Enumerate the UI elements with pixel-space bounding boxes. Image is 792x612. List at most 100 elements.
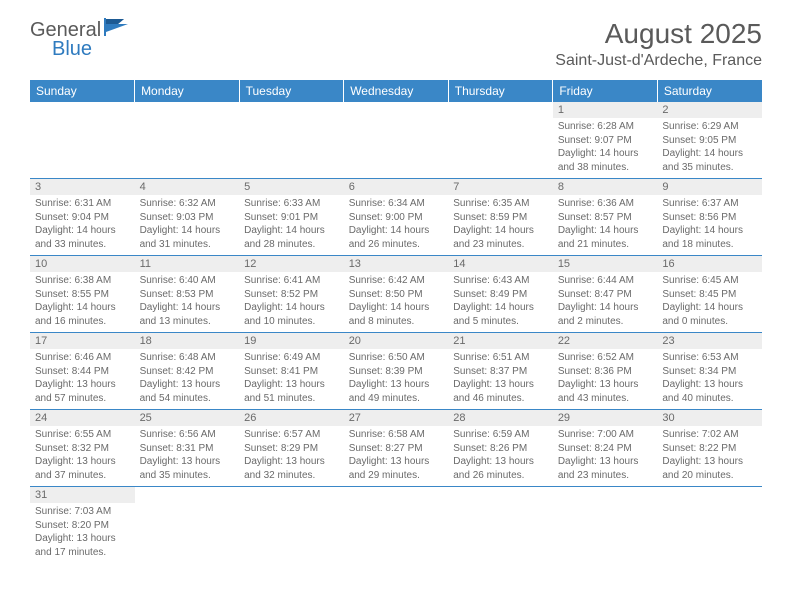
- logo: General Blue: [30, 18, 130, 61]
- flag-icon: [104, 18, 130, 36]
- calendar-cell: [448, 102, 553, 179]
- weekday-header: Friday: [553, 80, 658, 102]
- calendar-cell: [553, 487, 658, 564]
- calendar-cell: 13Sunrise: 6:42 AMSunset: 8:50 PMDayligh…: [344, 256, 449, 333]
- day-details: Sunrise: 6:29 AMSunset: 9:05 PMDaylight:…: [657, 118, 762, 178]
- day-details: Sunrise: 6:38 AMSunset: 8:55 PMDaylight:…: [30, 272, 135, 332]
- month-title: August 2025: [555, 18, 762, 50]
- calendar-cell: 23Sunrise: 6:53 AMSunset: 8:34 PMDayligh…: [657, 333, 762, 410]
- calendar-cell: 4Sunrise: 6:32 AMSunset: 9:03 PMDaylight…: [135, 179, 240, 256]
- calendar-cell: 28Sunrise: 6:59 AMSunset: 8:26 PMDayligh…: [448, 410, 553, 487]
- day-details: Sunrise: 6:35 AMSunset: 8:59 PMDaylight:…: [448, 195, 553, 255]
- day-number: 7: [448, 179, 553, 195]
- day-details: Sunrise: 6:44 AMSunset: 8:47 PMDaylight:…: [553, 272, 658, 332]
- calendar-cell: 10Sunrise: 6:38 AMSunset: 8:55 PMDayligh…: [30, 256, 135, 333]
- calendar-cell: 1Sunrise: 6:28 AMSunset: 9:07 PMDaylight…: [553, 102, 658, 179]
- day-number: 4: [135, 179, 240, 195]
- calendar-cell: 2Sunrise: 6:29 AMSunset: 9:05 PMDaylight…: [657, 102, 762, 179]
- weekday-header: Sunday: [30, 80, 135, 102]
- calendar-row: 17Sunrise: 6:46 AMSunset: 8:44 PMDayligh…: [30, 333, 762, 410]
- day-number: 15: [553, 256, 658, 272]
- day-number: 28: [448, 410, 553, 426]
- day-number: 13: [344, 256, 449, 272]
- day-number: 10: [30, 256, 135, 272]
- weekday-header: Wednesday: [344, 80, 449, 102]
- title-block: August 2025 Saint-Just-d'Ardeche, France: [555, 18, 762, 70]
- day-number: 18: [135, 333, 240, 349]
- day-number: 6: [344, 179, 449, 195]
- day-details: Sunrise: 6:53 AMSunset: 8:34 PMDaylight:…: [657, 349, 762, 409]
- calendar-cell: [448, 487, 553, 564]
- day-details: Sunrise: 6:46 AMSunset: 8:44 PMDaylight:…: [30, 349, 135, 409]
- calendar-header-row: SundayMondayTuesdayWednesdayThursdayFrid…: [30, 80, 762, 102]
- day-details: Sunrise: 6:40 AMSunset: 8:53 PMDaylight:…: [135, 272, 240, 332]
- day-number: 25: [135, 410, 240, 426]
- location-text: Saint-Just-d'Ardeche, France: [555, 52, 762, 70]
- calendar-cell: [30, 102, 135, 179]
- calendar-cell: 3Sunrise: 6:31 AMSunset: 9:04 PMDaylight…: [30, 179, 135, 256]
- calendar-cell: 20Sunrise: 6:50 AMSunset: 8:39 PMDayligh…: [344, 333, 449, 410]
- day-details: Sunrise: 6:55 AMSunset: 8:32 PMDaylight:…: [30, 426, 135, 486]
- day-details: Sunrise: 6:50 AMSunset: 8:39 PMDaylight:…: [344, 349, 449, 409]
- day-details: Sunrise: 6:31 AMSunset: 9:04 PMDaylight:…: [30, 195, 135, 255]
- calendar-row: 1Sunrise: 6:28 AMSunset: 9:07 PMDaylight…: [30, 102, 762, 179]
- day-details: Sunrise: 6:58 AMSunset: 8:27 PMDaylight:…: [344, 426, 449, 486]
- day-number: 23: [657, 333, 762, 349]
- day-number: 19: [239, 333, 344, 349]
- day-number: 27: [344, 410, 449, 426]
- calendar-cell: 24Sunrise: 6:55 AMSunset: 8:32 PMDayligh…: [30, 410, 135, 487]
- calendar-cell: 29Sunrise: 7:00 AMSunset: 8:24 PMDayligh…: [553, 410, 658, 487]
- calendar-cell: 26Sunrise: 6:57 AMSunset: 8:29 PMDayligh…: [239, 410, 344, 487]
- calendar-cell: 12Sunrise: 6:41 AMSunset: 8:52 PMDayligh…: [239, 256, 344, 333]
- calendar-cell: 14Sunrise: 6:43 AMSunset: 8:49 PMDayligh…: [448, 256, 553, 333]
- day-number: 5: [239, 179, 344, 195]
- day-details: Sunrise: 6:45 AMSunset: 8:45 PMDaylight:…: [657, 272, 762, 332]
- calendar-cell: 30Sunrise: 7:02 AMSunset: 8:22 PMDayligh…: [657, 410, 762, 487]
- day-details: Sunrise: 6:33 AMSunset: 9:01 PMDaylight:…: [239, 195, 344, 255]
- calendar-row: 3Sunrise: 6:31 AMSunset: 9:04 PMDaylight…: [30, 179, 762, 256]
- day-details: Sunrise: 6:37 AMSunset: 8:56 PMDaylight:…: [657, 195, 762, 255]
- calendar-cell: 5Sunrise: 6:33 AMSunset: 9:01 PMDaylight…: [239, 179, 344, 256]
- calendar-cell: 18Sunrise: 6:48 AMSunset: 8:42 PMDayligh…: [135, 333, 240, 410]
- calendar-cell: 7Sunrise: 6:35 AMSunset: 8:59 PMDaylight…: [448, 179, 553, 256]
- day-number: 3: [30, 179, 135, 195]
- day-number: 21: [448, 333, 553, 349]
- day-number: 24: [30, 410, 135, 426]
- day-details: Sunrise: 6:56 AMSunset: 8:31 PMDaylight:…: [135, 426, 240, 486]
- day-details: Sunrise: 6:42 AMSunset: 8:50 PMDaylight:…: [344, 272, 449, 332]
- day-number: 17: [30, 333, 135, 349]
- day-details: Sunrise: 6:41 AMSunset: 8:52 PMDaylight:…: [239, 272, 344, 332]
- day-details: Sunrise: 6:34 AMSunset: 9:00 PMDaylight:…: [344, 195, 449, 255]
- day-details: Sunrise: 6:49 AMSunset: 8:41 PMDaylight:…: [239, 349, 344, 409]
- day-details: Sunrise: 6:28 AMSunset: 9:07 PMDaylight:…: [553, 118, 658, 178]
- day-details: Sunrise: 6:36 AMSunset: 8:57 PMDaylight:…: [553, 195, 658, 255]
- day-number: 9: [657, 179, 762, 195]
- calendar-cell: 25Sunrise: 6:56 AMSunset: 8:31 PMDayligh…: [135, 410, 240, 487]
- day-details: Sunrise: 6:59 AMSunset: 8:26 PMDaylight:…: [448, 426, 553, 486]
- weekday-header: Monday: [135, 80, 240, 102]
- calendar-row: 31Sunrise: 7:03 AMSunset: 8:20 PMDayligh…: [30, 487, 762, 564]
- day-details: Sunrise: 6:57 AMSunset: 8:29 PMDaylight:…: [239, 426, 344, 486]
- day-number: 29: [553, 410, 658, 426]
- calendar-cell: [657, 487, 762, 564]
- weekday-header: Tuesday: [239, 80, 344, 102]
- day-number: 31: [30, 487, 135, 503]
- day-number: 20: [344, 333, 449, 349]
- calendar-table: SundayMondayTuesdayWednesdayThursdayFrid…: [30, 80, 762, 563]
- day-number: 14: [448, 256, 553, 272]
- day-details: Sunrise: 6:48 AMSunset: 8:42 PMDaylight:…: [135, 349, 240, 409]
- calendar-cell: 15Sunrise: 6:44 AMSunset: 8:47 PMDayligh…: [553, 256, 658, 333]
- calendar-cell: 11Sunrise: 6:40 AMSunset: 8:53 PMDayligh…: [135, 256, 240, 333]
- day-details: Sunrise: 6:43 AMSunset: 8:49 PMDaylight:…: [448, 272, 553, 332]
- day-details: Sunrise: 7:03 AMSunset: 8:20 PMDaylight:…: [30, 503, 135, 563]
- calendar-cell: 21Sunrise: 6:51 AMSunset: 8:37 PMDayligh…: [448, 333, 553, 410]
- day-number: 16: [657, 256, 762, 272]
- calendar-cell: 9Sunrise: 6:37 AMSunset: 8:56 PMDaylight…: [657, 179, 762, 256]
- calendar-cell: [135, 487, 240, 564]
- day-details: Sunrise: 7:02 AMSunset: 8:22 PMDaylight:…: [657, 426, 762, 486]
- day-number: 22: [553, 333, 658, 349]
- calendar-cell: 6Sunrise: 6:34 AMSunset: 9:00 PMDaylight…: [344, 179, 449, 256]
- day-number: 11: [135, 256, 240, 272]
- day-details: Sunrise: 7:00 AMSunset: 8:24 PMDaylight:…: [553, 426, 658, 486]
- logo-text-blue: Blue: [52, 38, 130, 61]
